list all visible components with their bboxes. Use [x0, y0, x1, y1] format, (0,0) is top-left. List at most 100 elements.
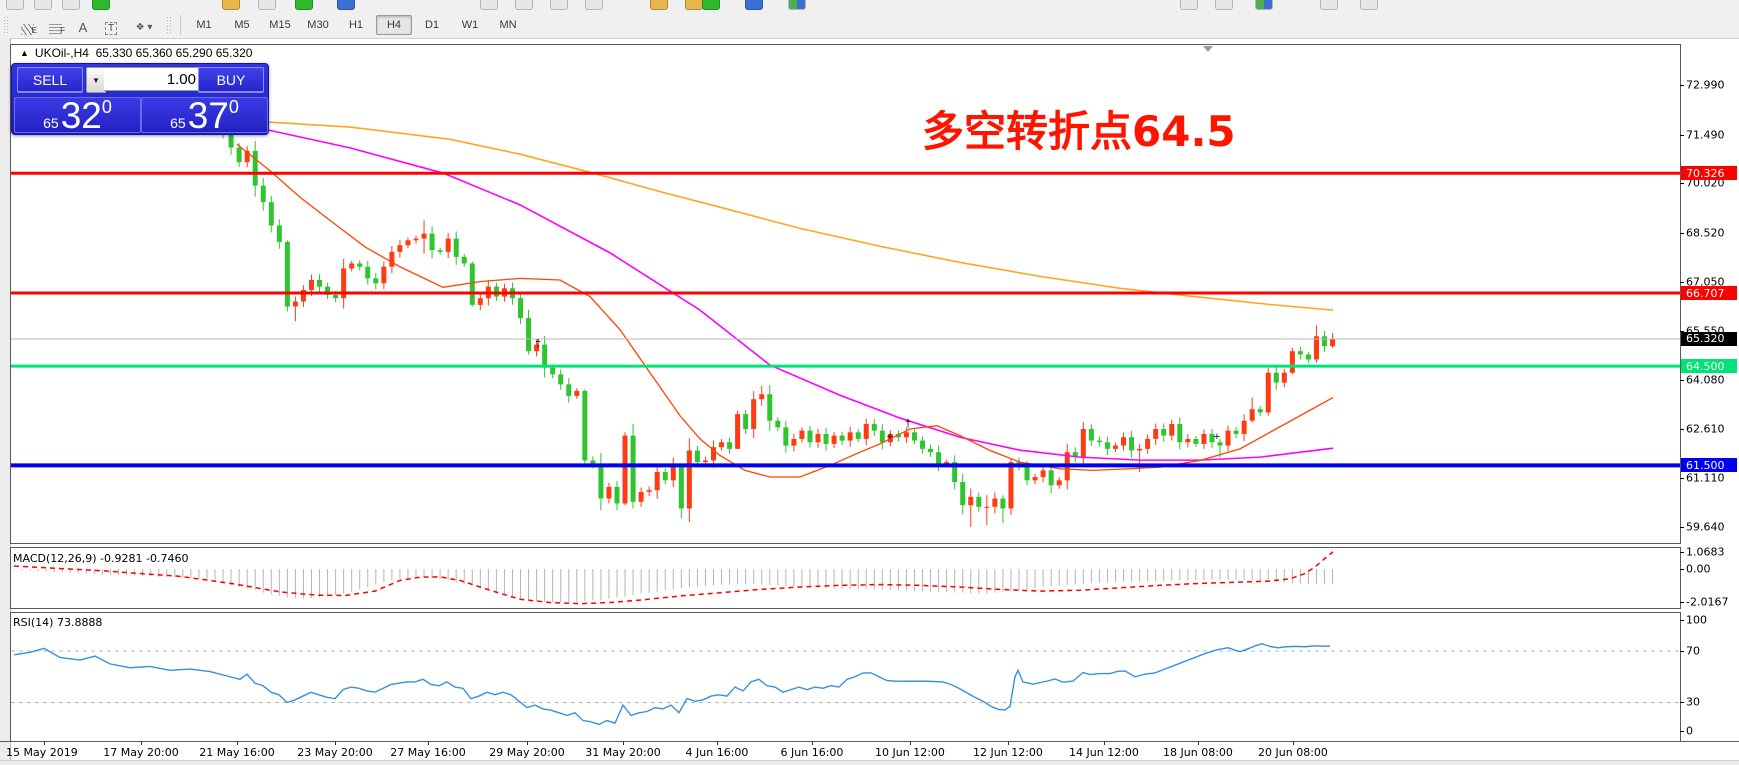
axis-tick [1680, 281, 1684, 283]
macd-axis-label: 1.0683 [1686, 545, 1725, 559]
volume-input[interactable] [104, 67, 202, 91]
price-axis-label: 64.080 [1686, 373, 1725, 387]
order-icon[interactable] [222, 0, 240, 10]
price-axis-label: 72.990 [1686, 78, 1725, 92]
sell-price-display[interactable]: 65 32 0 [14, 95, 141, 136]
globe-icon[interactable] [745, 0, 763, 10]
collapse-arrow-icon[interactable]: ▲ [20, 48, 29, 58]
crosshair-icon[interactable] [685, 0, 703, 10]
shapes-tool-button[interactable]: ❖ ▾ [126, 14, 162, 36]
hline-price-badge: 66.707 [1681, 286, 1737, 301]
time-axis-tick [717, 741, 718, 745]
time-axis-label: 17 May 20:00 [103, 746, 179, 759]
zoom-out-icon[interactable] [1215, 0, 1233, 10]
ma-fast-line [236, 143, 1334, 478]
cursor-icon[interactable] [650, 0, 668, 10]
time-axis-tick [44, 741, 45, 745]
line-studies-and-timeframe-toolbar: E F A T ❖ ▾ M1 M5 M15 M30 H1 H4 D1 W1 MN [0, 12, 1739, 39]
candles-view-icon[interactable] [515, 0, 533, 10]
time-axis-tick [1104, 741, 1105, 745]
label-tool-button[interactable]: T [98, 14, 124, 36]
axis-tick [1680, 183, 1684, 185]
axis-tick [1680, 478, 1684, 480]
fibonacci-tool-button[interactable]: F [42, 14, 68, 36]
price-axis-label: 61.110 [1686, 471, 1725, 485]
quote-header[interactable]: ▲ UKOil-,H4 65.330 65.360 65.290 65.320 [20, 46, 252, 60]
time-axis-tick [812, 741, 813, 745]
axis-tick [1680, 552, 1684, 553]
timeframe-W1[interactable]: W1 [461, 19, 479, 31]
timeframe-group: M1 M5 M15 M30 H1 H4 D1 W1 MN [185, 15, 527, 35]
macd-canvas[interactable] [11, 548, 1680, 607]
time-axis-tick [237, 741, 238, 745]
hline-price-badge: 64.500 [1681, 359, 1737, 374]
add-indicator-icon[interactable] [92, 0, 110, 10]
zoom-in-icon[interactable] [1180, 0, 1198, 10]
axis-tick [1680, 428, 1684, 430]
tile-icon[interactable] [1320, 0, 1338, 10]
timeframe-M30[interactable]: M30 [307, 19, 329, 31]
time-axis-label: 14 Jun 12:00 [1069, 746, 1139, 759]
trade-marker: † [534, 338, 542, 350]
macd-axis-label: 0.00 [1686, 562, 1711, 576]
macd-axis-label: -2.0167 [1686, 595, 1729, 608]
web-icon[interactable] [337, 0, 355, 10]
plus-icon[interactable] [702, 0, 720, 10]
trade-marker: † [904, 418, 912, 430]
one-click-trading-panel: SELL ▼ ▲ BUY 65 32 0 65 37 0 [11, 63, 269, 135]
fibonacci-icon [48, 24, 62, 35]
cascade-icon[interactable] [1360, 0, 1378, 10]
rsi-line [13, 643, 1331, 726]
buy-price-display[interactable]: 65 37 0 [141, 97, 268, 134]
timeframe-M15[interactable]: M15 [269, 19, 291, 31]
star-icon[interactable] [6, 0, 24, 10]
timeframe-M5[interactable]: M5 [234, 19, 250, 31]
bars-view-icon[interactable] [480, 0, 498, 10]
window-icon[interactable] [788, 0, 806, 10]
sell-price-pips: 32 [60, 95, 102, 136]
timeframe-H1[interactable]: H1 [348, 19, 364, 31]
axis-tick [1680, 601, 1684, 603]
channel-icon [20, 24, 34, 35]
price-axis-label: 59.640 [1686, 520, 1725, 534]
grid-icon[interactable] [1255, 0, 1273, 10]
sell-price-int: 65 [43, 115, 59, 131]
toolbar-grip[interactable] [3, 16, 10, 34]
time-axis-tick [335, 741, 336, 745]
autotrade-icon[interactable] [295, 0, 313, 10]
time-axis-label: 6 Jun 16:00 [780, 746, 844, 759]
axis-tick [1680, 232, 1684, 234]
new-chart-icon[interactable] [34, 0, 52, 10]
axis-tick [1680, 379, 1684, 381]
line-view-icon[interactable] [550, 0, 568, 10]
timeframe-M1[interactable]: M1 [196, 19, 212, 31]
fibonacci-icon-sub: F [60, 26, 65, 35]
buy-button[interactable]: BUY [198, 67, 264, 93]
price-axis-label: 62.610 [1686, 422, 1725, 436]
time-axis-tick [910, 741, 911, 745]
terminal-icon[interactable] [258, 0, 276, 10]
search-icon[interactable] [62, 0, 80, 10]
text-tool-button[interactable]: A [70, 14, 96, 36]
time-axis-border [0, 741, 1739, 742]
axis-tick [1680, 331, 1684, 333]
sell-button[interactable]: SELL [17, 67, 83, 93]
window-bottom-edge [0, 760, 1739, 765]
time-axis-tick [1198, 741, 1199, 745]
price-chart-canvas[interactable] [11, 45, 1680, 542]
ohlc-readout: 65.330 65.360 65.290 65.320 [95, 46, 253, 60]
timeframe-D1[interactable]: D1 [424, 19, 440, 31]
time-axis-label: 21 May 16:00 [199, 746, 275, 759]
timeframe-MN[interactable]: MN [499, 19, 517, 31]
hline-price-badge: 70.326 [1681, 166, 1737, 181]
timeframe-H4[interactable]: H4 [376, 15, 412, 35]
rsi-axis-label: 0 [1686, 724, 1693, 738]
price-axis-label: 71.490 [1686, 128, 1725, 142]
toolbar-grip-2[interactable] [166, 16, 173, 34]
time-axis-tick [1293, 741, 1294, 745]
zoomin-icon[interactable] [585, 0, 603, 10]
volume-decrease-button[interactable]: ▼ [86, 67, 106, 93]
channels-tool-button[interactable]: E [14, 14, 40, 36]
rsi-canvas[interactable] [11, 613, 1680, 740]
